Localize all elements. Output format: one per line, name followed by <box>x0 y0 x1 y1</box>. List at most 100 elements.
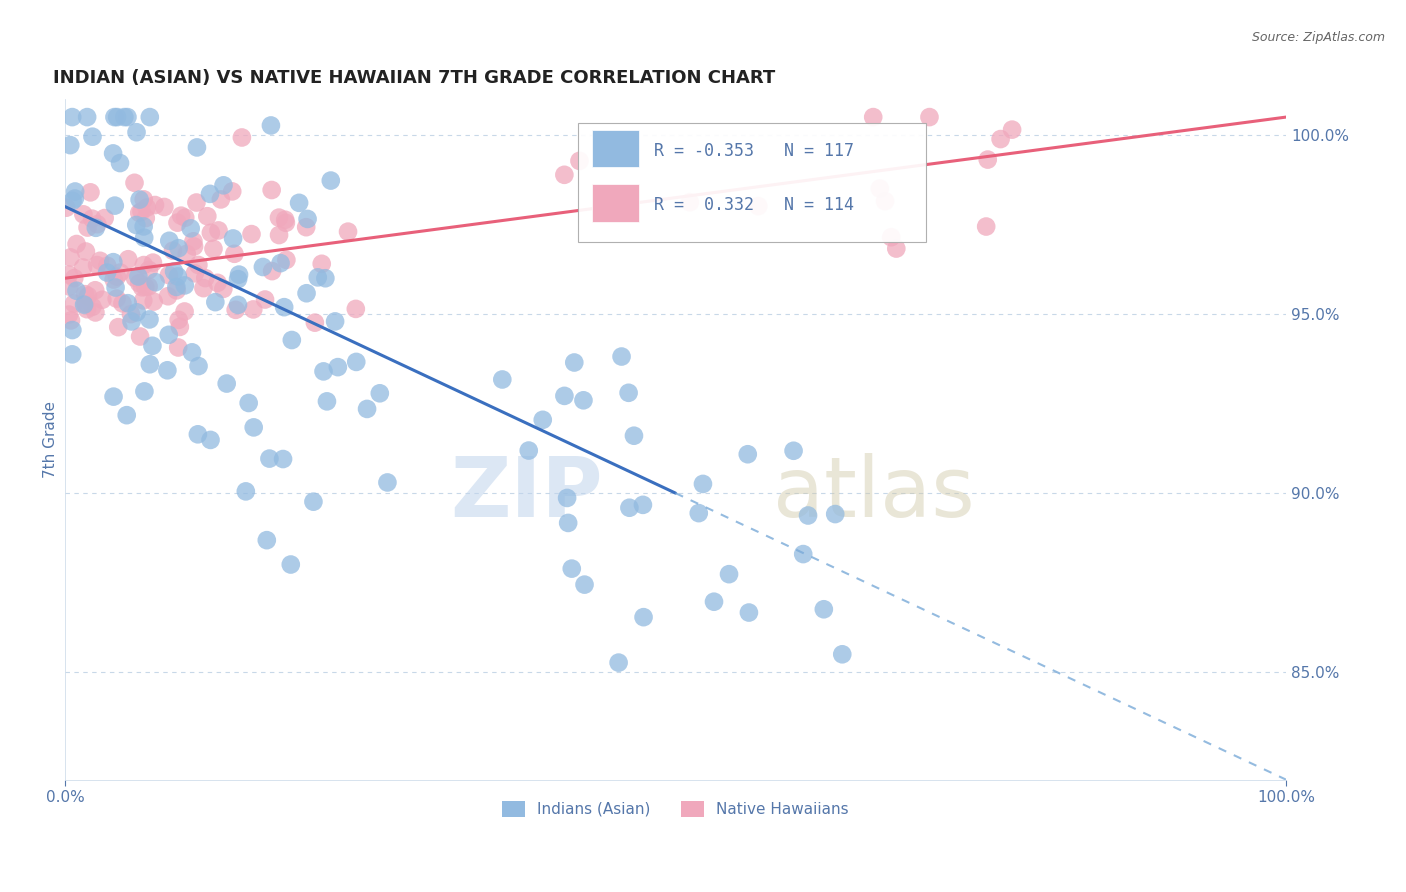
Point <box>157 289 180 303</box>
Point <box>117 110 139 124</box>
Point <box>207 276 229 290</box>
Point <box>142 255 165 269</box>
Point <box>173 278 195 293</box>
Point <box>187 258 209 272</box>
Point <box>138 279 160 293</box>
Point <box>59 313 82 327</box>
Point <box>77 289 100 303</box>
Point <box>139 110 162 124</box>
Point <box>143 198 166 212</box>
Point <box>737 447 759 461</box>
Point <box>128 276 150 290</box>
Point <box>880 230 903 244</box>
Point <box>166 216 188 230</box>
Point <box>240 227 263 241</box>
Point <box>134 384 156 399</box>
Point <box>252 260 274 274</box>
Point <box>813 602 835 616</box>
Point <box>138 312 160 326</box>
Point <box>138 263 160 277</box>
Point <box>128 206 150 220</box>
Point <box>356 401 378 416</box>
Point <box>295 220 318 235</box>
Point <box>141 339 163 353</box>
Point <box>267 228 290 243</box>
Point <box>135 211 157 225</box>
Point <box>167 341 190 355</box>
Y-axis label: 7th Grade: 7th Grade <box>44 401 58 478</box>
Point <box>108 156 131 170</box>
Point <box>557 516 579 530</box>
Point <box>105 292 128 306</box>
Point <box>132 219 155 234</box>
Point <box>368 386 391 401</box>
Point <box>194 271 217 285</box>
Point <box>181 345 204 359</box>
Point <box>117 296 139 310</box>
Point <box>747 199 769 213</box>
Point <box>274 212 297 227</box>
Bar <box>592 185 638 222</box>
Point <box>323 314 346 328</box>
Point <box>134 230 156 244</box>
Point <box>633 610 655 624</box>
Point <box>574 577 596 591</box>
Point <box>738 606 761 620</box>
Bar <box>592 130 638 167</box>
Point <box>76 220 98 235</box>
Point <box>55 201 77 215</box>
Point <box>228 268 250 282</box>
Point <box>120 307 142 321</box>
Point <box>824 507 846 521</box>
Point <box>875 194 897 208</box>
Point <box>169 319 191 334</box>
Point <box>273 300 295 314</box>
Point <box>337 225 360 239</box>
Point <box>226 272 249 286</box>
Point <box>63 296 86 310</box>
Point <box>145 275 167 289</box>
Point <box>200 226 222 240</box>
Point <box>183 235 205 249</box>
Point <box>131 280 153 294</box>
Point <box>270 256 292 270</box>
Point <box>121 314 143 328</box>
Point <box>103 255 125 269</box>
Point <box>131 204 153 219</box>
Point <box>76 110 98 124</box>
Point <box>165 280 187 294</box>
Point <box>553 389 575 403</box>
Point <box>316 394 339 409</box>
Point <box>311 257 333 271</box>
Point <box>132 193 155 207</box>
Point <box>86 258 108 272</box>
Point <box>82 300 104 314</box>
Point <box>209 193 232 207</box>
Point <box>82 211 104 226</box>
Point <box>782 443 804 458</box>
Point <box>260 183 283 197</box>
Point <box>242 302 264 317</box>
Point <box>312 364 335 378</box>
Point <box>105 110 128 124</box>
Point <box>718 567 741 582</box>
Point <box>75 244 97 259</box>
Point <box>86 217 108 231</box>
Point <box>117 252 139 267</box>
Point <box>187 427 209 442</box>
Point <box>105 269 128 284</box>
Point <box>127 269 149 284</box>
Point <box>193 281 215 295</box>
Point <box>129 329 152 343</box>
Point <box>174 211 197 225</box>
Point <box>103 110 125 124</box>
Point <box>183 239 205 253</box>
Point <box>215 376 238 391</box>
Point <box>344 301 367 316</box>
Point <box>59 138 82 153</box>
Point <box>65 237 87 252</box>
Point <box>63 185 86 199</box>
Point <box>235 484 257 499</box>
Point <box>977 153 1000 167</box>
Point <box>135 201 157 215</box>
